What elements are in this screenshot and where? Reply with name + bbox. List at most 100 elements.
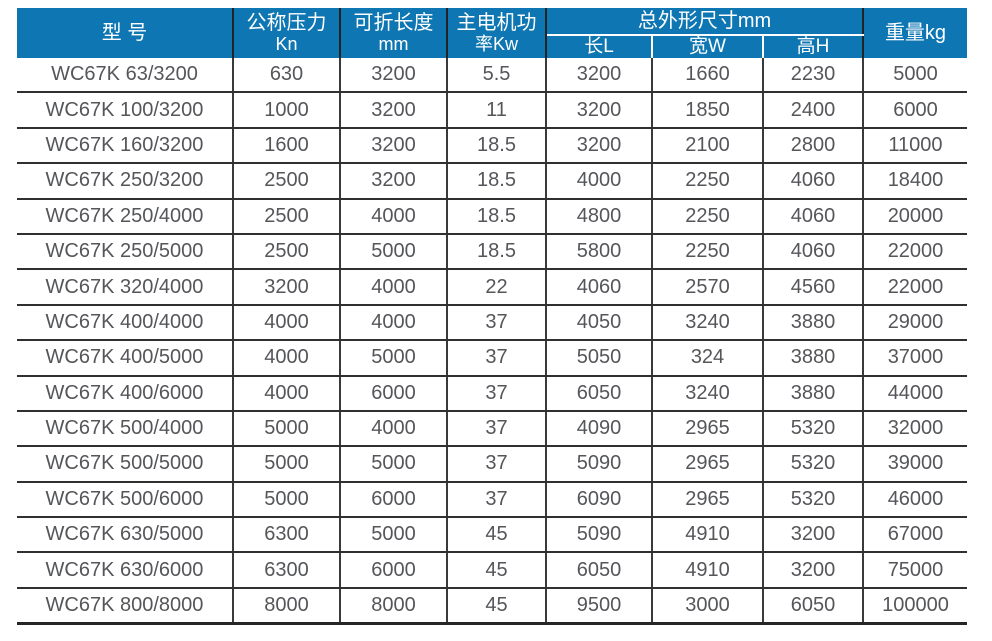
- value-cell: 2965: [651, 410, 763, 448]
- model-cell: WC67K 400/4000: [17, 304, 233, 342]
- value-cell: 18400: [862, 163, 967, 200]
- model-cell: WC67K 250/5000: [17, 233, 233, 271]
- table-header: 型 号 公称压力 Kn 可折长度 mm 主电机功 率Kw 总外形尺寸mm: [17, 8, 967, 58]
- table-row: WC67K 250/3200 2500 3200 18.5 4000 2250 4060 18…: [17, 163, 967, 200]
- value-cell: 5090: [545, 517, 652, 554]
- value-cell: 6000: [862, 92, 967, 129]
- value-cell: 4910: [651, 552, 763, 589]
- table-row: WC67K 500/6000 5000 6000 37 6090 2965 5320 4600…: [17, 481, 967, 519]
- value-cell: 4000: [232, 375, 340, 412]
- header-dimensions-group: 总外形尺寸mm: [545, 8, 864, 36]
- model-cell: WC67K 250/3200: [17, 163, 233, 200]
- value-cell: 4560: [762, 269, 863, 306]
- model-cell: WC67K 630/6000: [17, 552, 233, 589]
- table-body: WC67K 63/3200 630 3200 5.5 3200 1660 2230 5000 W…: [17, 58, 967, 626]
- value-cell: 5000: [339, 517, 447, 554]
- value-cell: 75000: [862, 552, 967, 589]
- value-cell: 1660: [651, 58, 763, 94]
- value-cell: 2250: [651, 198, 763, 235]
- table-row: WC67K 800/8000 8000 8000 45 9500 3000 6050 1000…: [17, 587, 967, 626]
- value-cell: 4060: [545, 269, 652, 306]
- value-cell: 20000: [862, 198, 967, 235]
- value-cell: 3200: [762, 517, 863, 554]
- value-cell: 3200: [339, 58, 447, 94]
- table-row: WC67K 100/3200 1000 3200 11 3200 1850 2400 6000: [17, 92, 967, 129]
- value-cell: 5000: [232, 410, 340, 448]
- header-motor-power-line1: 主电机功: [456, 11, 537, 34]
- header-pressure-line1: 公称压力: [246, 11, 327, 34]
- value-cell: 630: [232, 58, 340, 94]
- value-cell: 2250: [651, 233, 763, 271]
- value-cell: 4060: [762, 233, 863, 271]
- value-cell: 4060: [762, 163, 863, 200]
- value-cell: 4000: [339, 304, 447, 342]
- value-cell: 1850: [651, 92, 763, 129]
- header-row-top: 型 号 公称压力 Kn 可折长度 mm 主电机功 率Kw 总外形尺寸mm: [17, 8, 967, 58]
- value-cell: 11: [446, 92, 546, 129]
- value-cell: 4000: [232, 304, 340, 342]
- header-motor-power: 主电机功 率Kw: [446, 8, 547, 58]
- value-cell: 2570: [651, 269, 763, 306]
- value-cell: 6050: [545, 552, 652, 589]
- model-cell: WC67K 400/5000: [17, 340, 233, 377]
- value-cell: 2965: [651, 481, 763, 519]
- value-cell: 4050: [545, 304, 652, 342]
- value-cell: 3200: [232, 269, 340, 306]
- header-pressure-line2: Kn: [275, 34, 298, 55]
- table-row: WC67K 500/5000 5000 5000 37 5090 2965 5320 3900…: [17, 446, 967, 483]
- value-cell: 324: [651, 340, 763, 377]
- value-cell: 4000: [232, 340, 340, 377]
- value-cell: 3200: [545, 127, 652, 165]
- header-dim-width: 宽W: [651, 35, 763, 58]
- value-cell: 3880: [762, 375, 863, 412]
- spec-table: 型 号 公称压力 Kn 可折长度 mm 主电机功 率Kw 总外形尺寸mm: [17, 8, 967, 626]
- value-cell: 2230: [762, 58, 863, 94]
- header-model-label: 型 号: [101, 21, 148, 44]
- value-cell: 3880: [762, 304, 863, 342]
- table-row: WC67K 250/5000 2500 5000 18.5 5800 2250 4060 22…: [17, 233, 967, 271]
- header-model: 型 号: [17, 8, 233, 58]
- value-cell: 29000: [862, 304, 967, 342]
- value-cell: 5000: [232, 481, 340, 519]
- header-dimensions-label: 总外形尺寸mm: [637, 9, 772, 32]
- model-cell: WC67K 400/6000: [17, 375, 233, 412]
- value-cell: 1600: [232, 127, 340, 165]
- value-cell: 4000: [339, 410, 447, 448]
- value-cell: 6300: [232, 517, 340, 554]
- value-cell: 5000: [339, 340, 447, 377]
- header-dim-height: 高H: [762, 35, 864, 58]
- value-cell: 3200: [339, 92, 447, 129]
- value-cell: 3200: [339, 163, 447, 200]
- header-dim-width-label: 宽W: [689, 36, 726, 58]
- table-row: WC67K 630/6000 6300 6000 45 6050 4910 3200 7500…: [17, 552, 967, 589]
- value-cell: 37: [446, 410, 546, 448]
- value-cell: 2400: [762, 92, 863, 129]
- value-cell: 22: [446, 269, 546, 306]
- header-dim-height-label: 高H: [796, 36, 830, 58]
- value-cell: 2500: [232, 233, 340, 271]
- table-row: WC67K 250/4000 2500 4000 18.5 4800 2250 4060 20…: [17, 198, 967, 235]
- value-cell: 37000: [862, 340, 967, 377]
- model-cell: WC67K 250/4000: [17, 198, 233, 235]
- table-row: WC67K 320/4000 3200 4000 22 4060 2570 4560 2200…: [17, 269, 967, 306]
- value-cell: 18.5: [446, 233, 546, 271]
- value-cell: 45: [446, 517, 546, 554]
- table-row: WC67K 500/4000 5000 4000 37 4090 2965 5320 3200…: [17, 410, 967, 448]
- value-cell: 2500: [232, 163, 340, 200]
- table-row: WC67K 400/4000 4000 4000 37 4050 3240 3880 2900…: [17, 304, 967, 342]
- value-cell: 5050: [545, 340, 652, 377]
- value-cell: 5320: [762, 446, 863, 483]
- table-row: WC67K 400/6000 4000 6000 37 6050 3240 3880 4400…: [17, 375, 967, 412]
- model-cell: WC67K 63/3200: [17, 58, 233, 94]
- value-cell: 5000: [232, 446, 340, 483]
- value-cell: 2100: [651, 127, 763, 165]
- value-cell: 3200: [762, 552, 863, 589]
- value-cell: 4060: [762, 198, 863, 235]
- header-dim-length: 长L: [545, 35, 652, 58]
- value-cell: 6300: [232, 552, 340, 589]
- value-cell: 6050: [762, 587, 863, 626]
- model-cell: WC67K 500/4000: [17, 410, 233, 448]
- value-cell: 5320: [762, 410, 863, 448]
- value-cell: 11000: [862, 127, 967, 165]
